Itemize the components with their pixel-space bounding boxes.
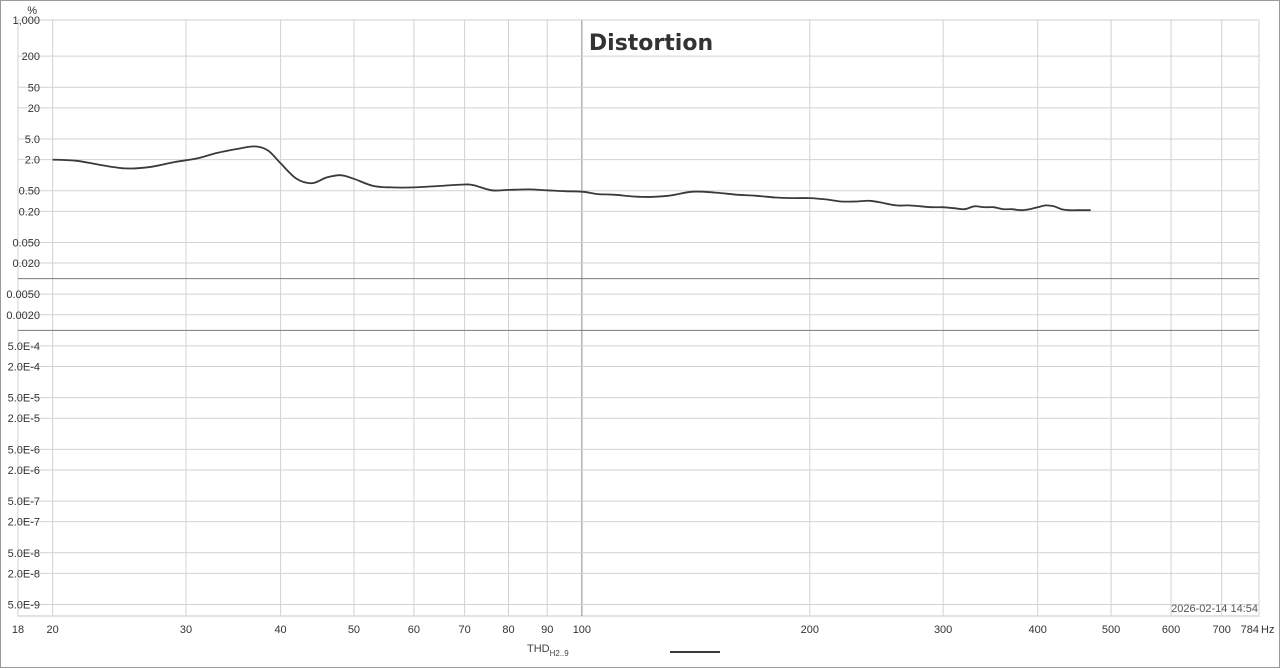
x-tick-label: 90 [541, 624, 553, 636]
x-tick-label: 18 [12, 624, 24, 636]
y-tick-label: 2.0E-7 [8, 517, 40, 529]
y-tick-label: 5.0E-8 [8, 548, 40, 560]
legend-series-subscript: H2..9 [550, 649, 570, 658]
y-tick-label: 0.050 [12, 237, 40, 249]
y-tick-label: 2.0E-8 [8, 568, 40, 580]
y-tick-label: 0.50 [19, 186, 40, 198]
x-tick-label: 700 [1213, 624, 1231, 636]
y-tick-label: 1,000 [12, 15, 40, 27]
y-tick-label: 0.020 [12, 258, 40, 270]
y-tick-label: 2.0E-5 [8, 413, 40, 425]
x-tick-label: 500 [1102, 624, 1120, 636]
plot-area [17, 19, 1260, 617]
x-tick-label: 70 [458, 624, 470, 636]
legend-series-name: THD [527, 643, 550, 655]
y-axis-label: % [27, 5, 37, 17]
x-axis-unit: Hz [1261, 624, 1274, 636]
x-tick-label: 784 [1241, 624, 1259, 636]
y-tick-label: 2.0E-4 [8, 361, 40, 373]
chart-title: Distortion [589, 31, 713, 56]
y-tick-label: 50 [28, 82, 40, 94]
y-tick-label: 20 [28, 103, 40, 115]
x-tick-label: 50 [348, 624, 360, 636]
y-tick-label: 2.0E-6 [8, 465, 40, 477]
legend: THDH2..9 [527, 643, 720, 658]
y-tick-label: 0.20 [19, 206, 40, 218]
x-tick-label: 600 [1162, 624, 1180, 636]
timestamp: 2026-02-14 14:54 [1171, 603, 1258, 615]
y-gridlines [18, 19, 1259, 606]
x-tick-label: 100 [573, 624, 591, 636]
svg-text:THDH2..9: THDH2..9 [527, 643, 569, 658]
x-gridlines [17, 20, 1260, 616]
series-line-thd [52, 145, 1091, 212]
x-tick-label: 300 [934, 624, 952, 636]
y-tick-label: 5.0E-6 [8, 444, 40, 456]
y-tick-label: 2.0 [25, 155, 40, 167]
series-layer [52, 145, 1091, 212]
y-tick-label: 5.0E-9 [8, 600, 40, 612]
y-tick-label: 5.0E-7 [8, 496, 40, 508]
y-tick-label: 5.0E-4 [8, 341, 40, 353]
x-tick-label: 80 [502, 624, 514, 636]
y-tick-label: 0.0050 [6, 289, 40, 301]
x-tick-label: 40 [274, 624, 286, 636]
y-tick-label: 0.0020 [6, 310, 40, 322]
x-tick-label: 30 [180, 624, 192, 636]
x-tick-labels: 18 20 30 40 50 60 70 80 90 100 200 300 400 500 600 700 7… [12, 624, 1259, 636]
y-tick-labels: 1,000 200 50 20 5.0 2.0 0.50 0.20 0.050 0.020 0.00… [6, 15, 40, 612]
y-tick-label: 5.0E-5 [8, 393, 40, 405]
x-tick-label: 400 [1029, 624, 1047, 636]
x-tick-label: 60 [408, 624, 420, 636]
x-tick-label: 200 [801, 624, 819, 636]
y-tick-label: 5.0 [25, 134, 40, 146]
x-tick-label: 20 [47, 624, 59, 636]
y-tick-label: 200 [22, 51, 40, 63]
